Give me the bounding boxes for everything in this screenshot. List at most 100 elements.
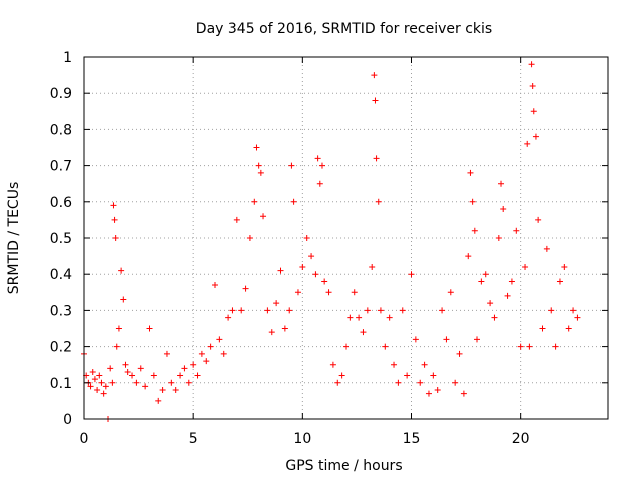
y-tick-label: 0.2: [50, 340, 72, 356]
data-point: [356, 314, 363, 321]
data-point: [529, 82, 536, 89]
y-tick-label: 0.7: [50, 159, 72, 175]
data-point: [325, 289, 332, 296]
data-point: [565, 325, 572, 332]
data-point: [273, 300, 280, 307]
y-tick-label: 0.3: [50, 303, 72, 319]
data-point: [478, 278, 485, 285]
data-point: [98, 379, 105, 386]
data-point: [460, 390, 467, 397]
data-point: [334, 379, 341, 386]
data-point: [469, 198, 476, 205]
y-axis-label: SRMTID / TECUs: [6, 182, 22, 295]
data-point: [474, 336, 480, 343]
data-point: [96, 372, 103, 379]
data-point: [513, 227, 520, 234]
data-point: [146, 325, 153, 332]
data-point: [447, 289, 454, 296]
x-tick-label: 5: [189, 431, 198, 447]
data-point: [216, 336, 223, 343]
data-point: [386, 314, 393, 321]
data-point: [251, 198, 258, 205]
data-point: [102, 383, 109, 390]
data-point: [372, 97, 379, 104]
data-point: [159, 387, 166, 394]
data-point: [181, 365, 188, 372]
data-point: [281, 325, 288, 332]
data-point: [198, 350, 205, 357]
data-point: [465, 253, 472, 260]
data-point: [467, 169, 474, 176]
data-point: [107, 365, 114, 372]
data-point: [373, 155, 380, 162]
data-point: [556, 278, 563, 285]
data-point: [343, 343, 349, 350]
data-point: [172, 387, 179, 394]
data-point: [177, 372, 184, 379]
x-tick-label: 0: [80, 431, 89, 447]
y-tick-label: 0.9: [50, 86, 72, 102]
data-point: [312, 271, 319, 278]
data-point: [570, 307, 577, 314]
data-point: [377, 307, 384, 314]
data-point: [452, 379, 459, 386]
data-point: [113, 343, 120, 350]
data-point: [111, 216, 118, 223]
y-tick-label: 0.1: [50, 376, 72, 392]
data-point: [417, 379, 424, 386]
data-point: [253, 144, 260, 151]
x-tick-label: 15: [403, 431, 421, 447]
data-point: [129, 372, 136, 379]
data-point: [395, 379, 402, 386]
data-point: [290, 198, 297, 205]
data-point: [225, 314, 232, 321]
y-tick-label: 0.5: [50, 231, 72, 247]
axes: 00.10.20.30.40.50.60.70.80.910 5 10 15 20: [50, 50, 608, 447]
data-point: [314, 155, 321, 162]
data-point: [404, 372, 411, 379]
data-point: [94, 387, 101, 394]
data-point: [190, 361, 197, 368]
data-point: [526, 343, 533, 350]
data-point: [112, 235, 119, 241]
grid-lines: [84, 57, 608, 419]
data-point: [118, 267, 125, 274]
data-point: [530, 108, 537, 115]
data-point: [303, 235, 310, 241]
data-point: [109, 379, 116, 386]
data-point: [316, 180, 323, 187]
data-point: [264, 307, 271, 314]
data-point: [91, 376, 98, 383]
data-point: [338, 372, 345, 379]
data-point: [257, 169, 264, 176]
x-axis-label: GPS time / hours: [285, 458, 402, 474]
data-point: [133, 379, 140, 386]
data-point: [110, 202, 117, 209]
data-point: [495, 235, 502, 241]
data-point: [561, 263, 568, 270]
data-point: [508, 278, 515, 285]
data-point: [471, 227, 478, 234]
data-point: [329, 361, 336, 368]
data-point: [212, 282, 218, 289]
data-point: [369, 263, 376, 270]
plot-frame: [83, 56, 609, 420]
data-point: [87, 383, 94, 390]
data-point: [220, 350, 227, 357]
data-point: [421, 361, 428, 368]
data-point: [548, 307, 555, 314]
data-point: [207, 343, 214, 350]
data-point: [255, 162, 262, 169]
data-point: [120, 296, 127, 303]
data-point: [308, 253, 315, 260]
data-point: [229, 307, 236, 314]
data-point: [185, 379, 192, 386]
data-point: [535, 216, 542, 223]
y-tick-label: 0: [63, 412, 72, 428]
data-point: [115, 325, 122, 332]
data-point: [260, 213, 267, 220]
data-point: [318, 162, 325, 169]
data-point: [321, 278, 328, 285]
x-tick-label: 10: [293, 431, 311, 447]
data-point: [347, 314, 354, 321]
